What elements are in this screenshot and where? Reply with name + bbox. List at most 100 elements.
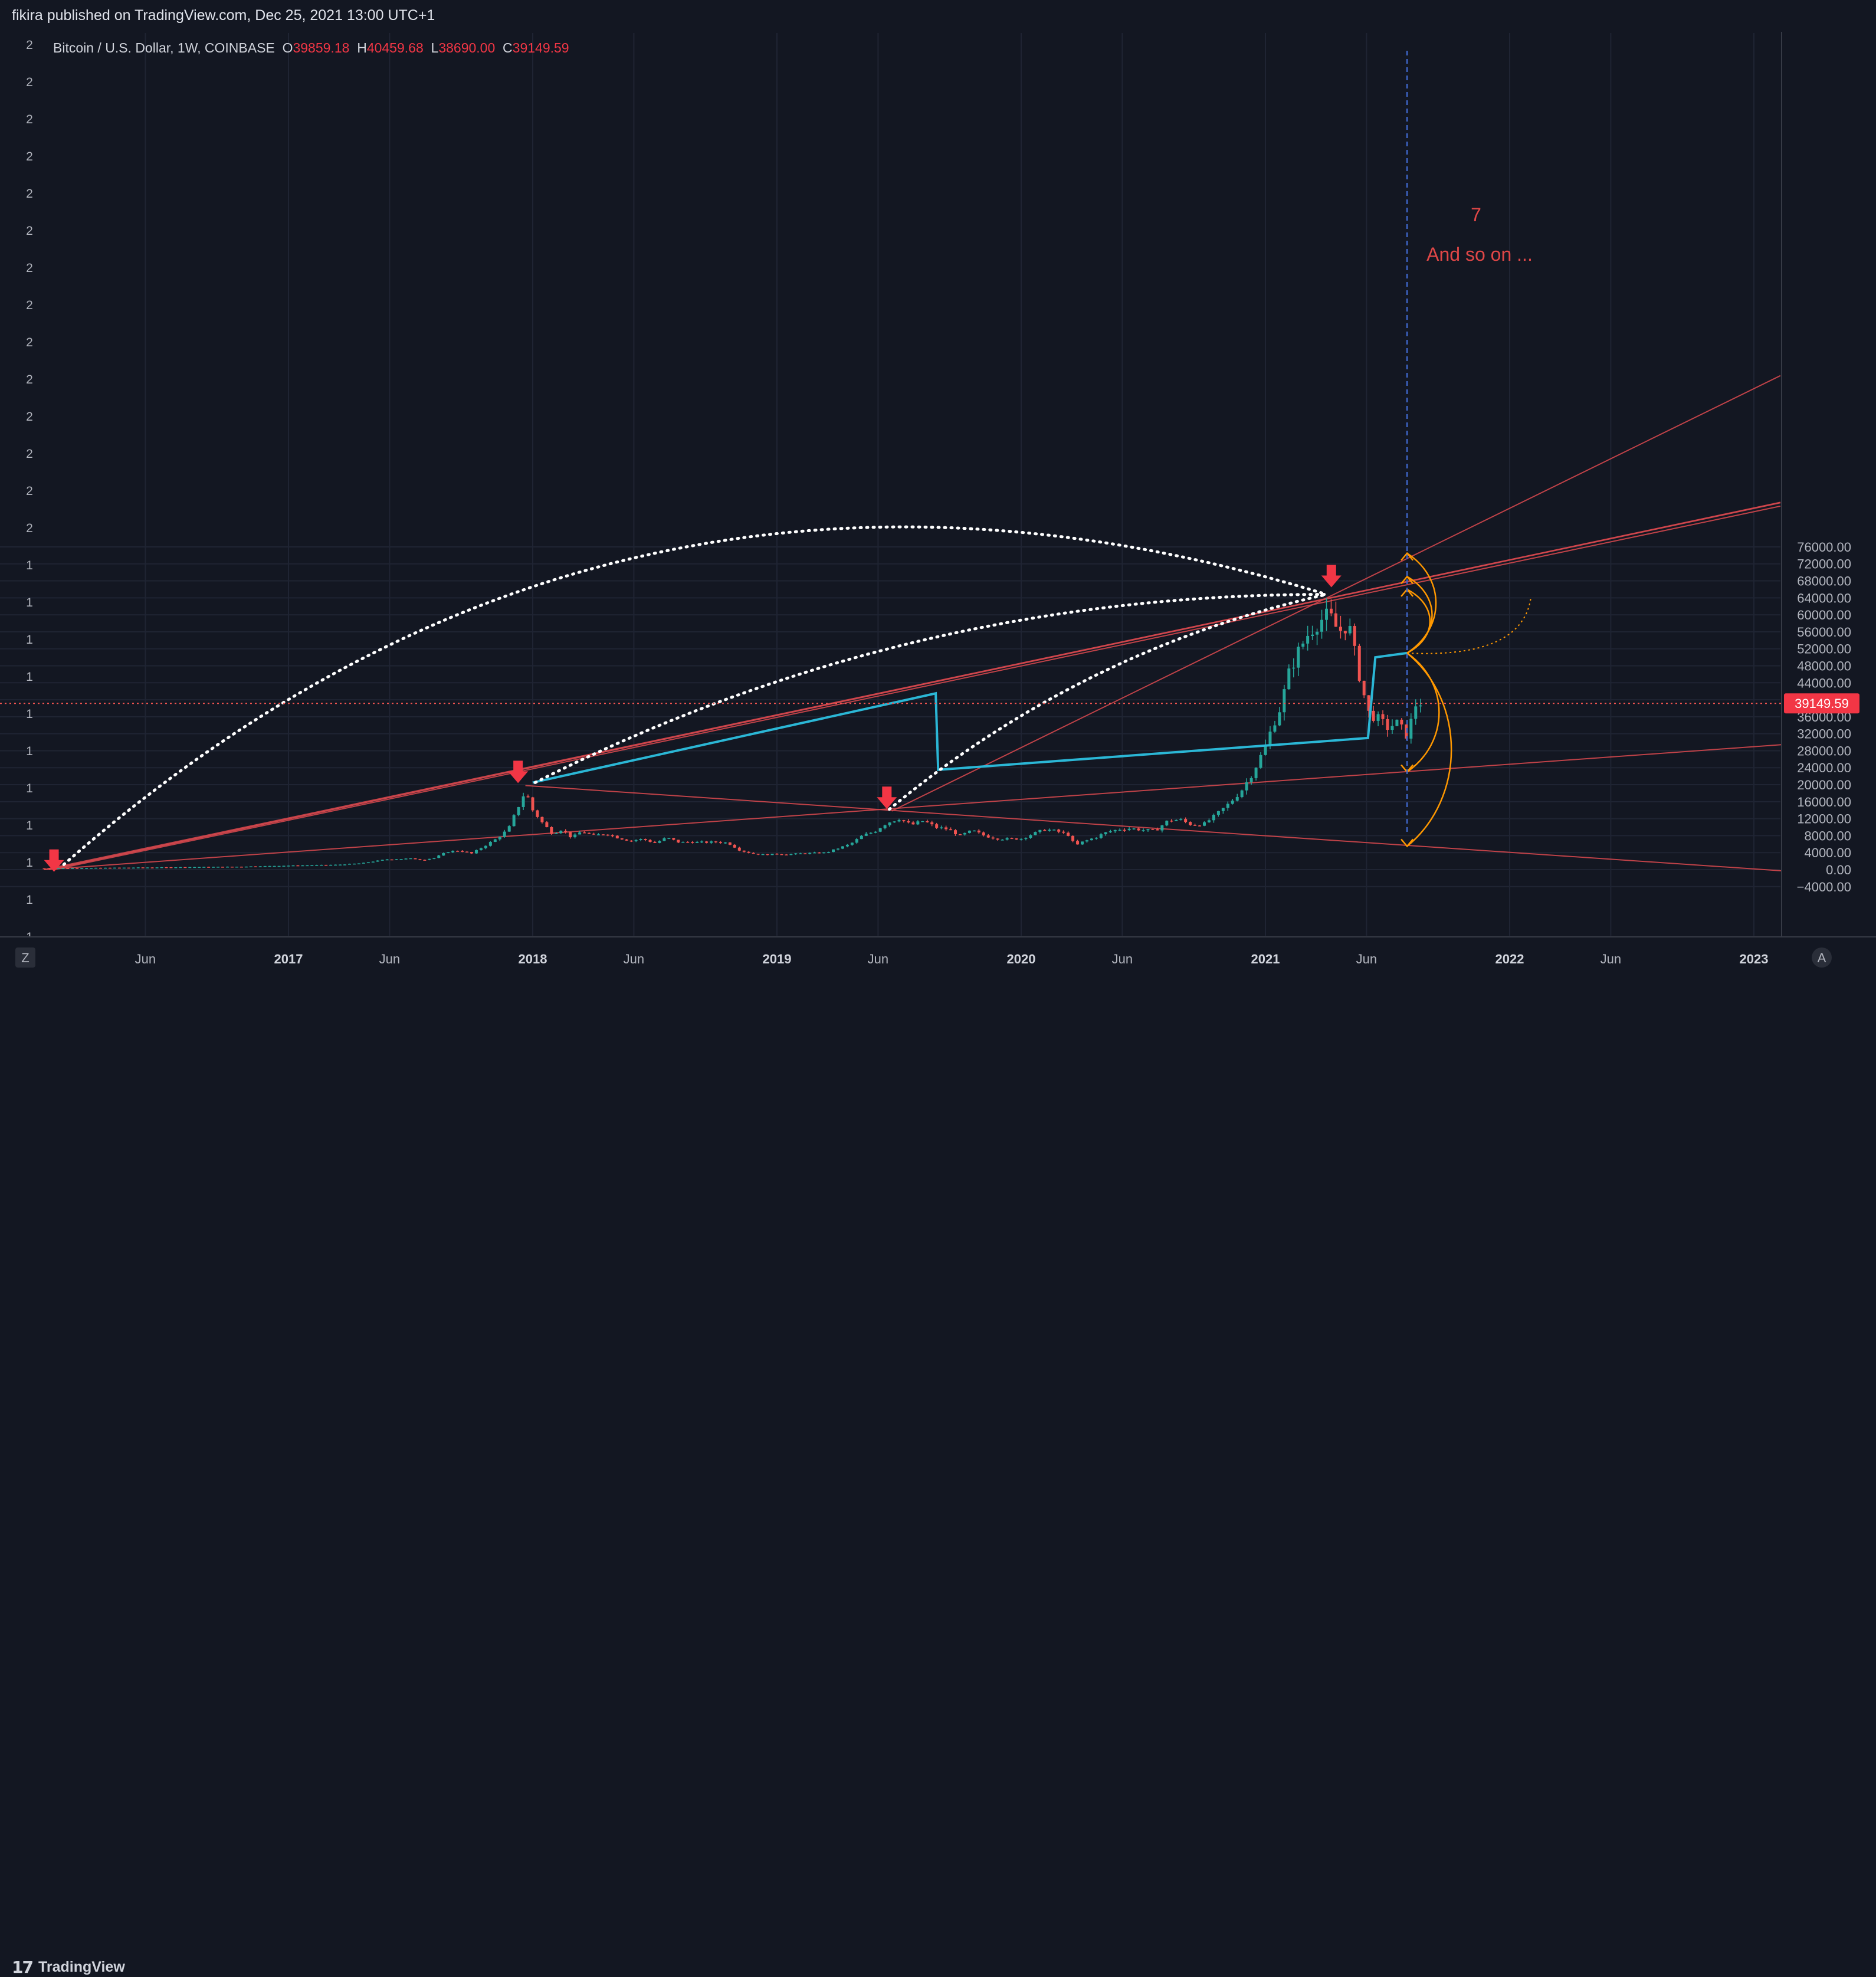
- candle: [1325, 598, 1328, 631]
- time-tick-label: 2018: [519, 952, 547, 966]
- candle-body: [780, 854, 783, 855]
- candle-body: [888, 822, 891, 825]
- candle-body: [967, 830, 971, 833]
- candle-body: [141, 867, 145, 868]
- candle-body: [179, 867, 182, 868]
- candle: [592, 832, 595, 835]
- candle: [705, 841, 709, 844]
- candle: [845, 844, 849, 848]
- candle-body: [789, 854, 793, 855]
- candle-body: [1320, 619, 1324, 632]
- candle-body: [841, 846, 844, 849]
- candle-body: [845, 844, 849, 847]
- candle: [531, 796, 534, 812]
- candle-body: [972, 830, 976, 832]
- candle-body: [1212, 815, 1215, 821]
- candle: [57, 868, 60, 870]
- candle: [752, 852, 755, 854]
- candle-body: [1249, 778, 1253, 782]
- channel-line: [532, 651, 1408, 784]
- candle: [766, 854, 769, 855]
- candle-body: [954, 830, 957, 835]
- candle-body: [1043, 830, 1047, 831]
- candle: [742, 850, 746, 853]
- candle-body: [160, 867, 163, 868]
- candle-body: [507, 826, 511, 832]
- candle-body: [818, 852, 821, 854]
- candle: [390, 859, 393, 861]
- candle-body: [1165, 821, 1169, 826]
- candle: [723, 842, 727, 844]
- candle: [1343, 631, 1347, 641]
- candle: [1137, 827, 1140, 831]
- candle-body: [150, 867, 154, 868]
- candle: [1357, 644, 1361, 683]
- candle: [672, 838, 675, 841]
- candle-body: [136, 867, 140, 868]
- candle: [423, 859, 427, 861]
- candle: [789, 853, 793, 855]
- candle-body: [1175, 819, 1178, 821]
- candle: [677, 840, 680, 844]
- candle: [122, 867, 126, 869]
- candle: [451, 850, 455, 853]
- candle-body: [493, 839, 497, 842]
- candle-body: [1301, 643, 1305, 647]
- candle: [1094, 837, 1098, 840]
- candle-body: [677, 840, 680, 843]
- candle: [1146, 829, 1150, 832]
- candle-body: [188, 867, 192, 868]
- candle: [296, 865, 300, 867]
- candle: [1113, 830, 1117, 833]
- z-button[interactable]: Z: [15, 947, 35, 968]
- candle-body: [986, 835, 990, 838]
- candle: [207, 867, 211, 868]
- candle-body: [484, 845, 487, 848]
- candle: [1160, 824, 1164, 833]
- symbol-legend[interactable]: Bitcoin / U.S. Dollar, 1W, COINBASE O398…: [53, 40, 569, 56]
- tradingview-logo[interactable]: 17 TradingView: [12, 1958, 125, 1977]
- candle-body: [395, 859, 398, 860]
- candle: [160, 867, 163, 868]
- candle: [1151, 828, 1155, 830]
- candle-body: [1325, 608, 1328, 620]
- price-axis[interactable]: [1781, 32, 1876, 937]
- candle: [1179, 818, 1183, 821]
- candle-body: [366, 862, 370, 864]
- time-axis[interactable]: [0, 936, 1876, 973]
- candle-body: [944, 827, 948, 830]
- chart[interactable]: 2222222222222211111111111 7 And so on ..…: [0, 32, 1876, 973]
- candle: [1292, 658, 1296, 678]
- candle: [230, 866, 234, 868]
- candle-body: [47, 868, 51, 870]
- candle: [658, 840, 661, 844]
- candle-body: [334, 864, 337, 866]
- candle-body: [1038, 830, 1042, 832]
- candle-body: [343, 864, 347, 865]
- candle: [1409, 713, 1413, 744]
- candle: [1311, 625, 1314, 640]
- candle-body: [959, 834, 962, 835]
- candle-body: [1235, 797, 1239, 801]
- candle: [625, 839, 628, 841]
- candle-body: [306, 865, 309, 867]
- candle-body: [428, 858, 431, 860]
- candle: [461, 850, 464, 853]
- candle: [1254, 767, 1258, 781]
- candle: [188, 867, 192, 868]
- price-tick-label: 56000.00: [1797, 625, 1851, 640]
- candle: [813, 851, 816, 854]
- candle-body: [399, 859, 403, 860]
- candle: [71, 868, 74, 869]
- candle-body: [1104, 832, 1107, 835]
- candle: [1104, 832, 1107, 836]
- candle-body: [672, 838, 675, 840]
- candle: [733, 844, 736, 848]
- candle-body: [583, 832, 586, 834]
- auto-scale-button[interactable]: A: [1812, 947, 1832, 968]
- candle-body: [155, 867, 159, 868]
- candle-body: [320, 864, 323, 866]
- candle-body: [1216, 811, 1220, 815]
- candle: [399, 859, 403, 860]
